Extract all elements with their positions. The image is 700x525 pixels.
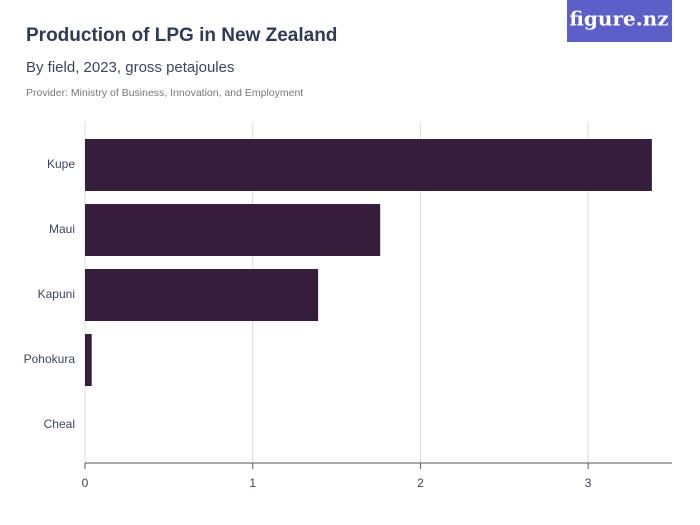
- bar: [85, 139, 652, 191]
- bar: [85, 334, 92, 386]
- chart-title: Production of LPG in New Zealand: [26, 25, 337, 46]
- brand: figure.nz: [569, 7, 668, 31]
- x-tick-label: 1: [249, 476, 256, 490]
- y-tick-label: Kupe: [47, 157, 75, 171]
- y-tick-label: Maui: [49, 222, 75, 236]
- x-tick-label: 3: [585, 476, 592, 490]
- bar: [85, 204, 381, 256]
- y-tick-label: Pohokura: [24, 352, 76, 366]
- x-tick-label: 0: [82, 476, 89, 490]
- x-tick-label: 2: [417, 476, 424, 490]
- bar: [85, 269, 319, 321]
- y-tick-label: Cheal: [44, 417, 75, 431]
- chart-subtitle: By field, 2023, gross petajoules: [26, 59, 234, 76]
- y-tick-label: Kapuni: [38, 287, 75, 301]
- brand-box: [567, 0, 672, 42]
- provider: Provider: Ministry of Business, Innovati…: [26, 87, 303, 99]
